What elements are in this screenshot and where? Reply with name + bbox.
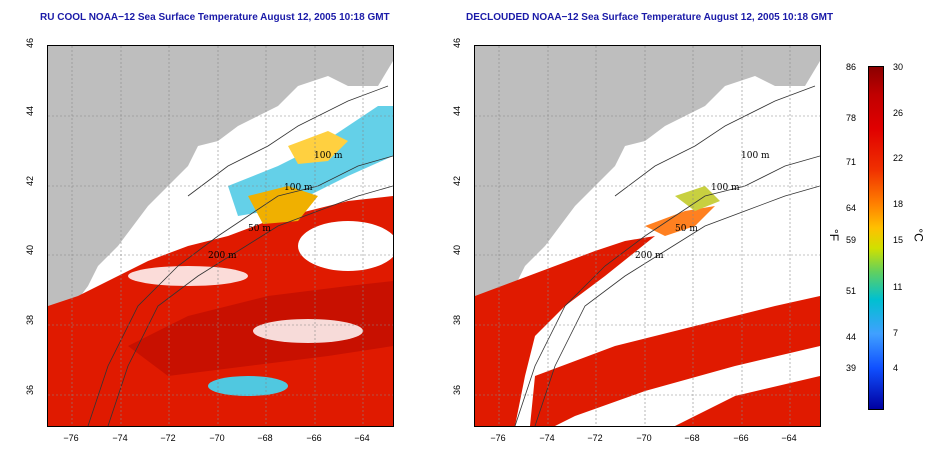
lon-tick: −68	[684, 433, 700, 443]
lon-tick: −72	[160, 433, 176, 443]
lon-tick: −70	[209, 433, 225, 443]
lat-tick: 42	[452, 176, 462, 187]
warm-water	[475, 236, 655, 426]
lon-tick: −68	[257, 433, 273, 443]
celsius-tick: 4	[893, 363, 899, 373]
lat-tick: 36	[25, 385, 35, 396]
fahrenheit-tick: 39	[846, 363, 857, 373]
fahrenheit-tick: 86	[846, 62, 857, 72]
lon-tick: −64	[354, 433, 370, 443]
cloud-patch	[298, 221, 393, 271]
temperature-colorbar	[868, 66, 884, 410]
lon-tick: −72	[587, 433, 603, 443]
celsius-tick: 30	[893, 62, 904, 72]
celsius-tick: 15	[893, 235, 904, 245]
fahrenheit-unit-label: °F	[827, 228, 842, 242]
fahrenheit-tick: 51	[846, 286, 857, 296]
fahrenheit-tick: 64	[846, 203, 857, 213]
lat-tick: 46	[25, 38, 35, 49]
lat-tick: 42	[25, 176, 35, 187]
contour-label: 100 m	[314, 151, 343, 161]
contour-label: 100 m	[741, 151, 770, 161]
right-sst-map: 100 m 100 m 50 m 200 m	[474, 45, 821, 427]
contour-label: 100 m	[711, 183, 740, 193]
lat-tick: 38	[25, 315, 35, 326]
contour-label: 50 m	[675, 224, 698, 234]
lon-tick: −74	[539, 433, 555, 443]
isobath-contour	[87, 155, 393, 426]
lon-tick: −70	[636, 433, 652, 443]
celsius-tick: 11	[893, 282, 903, 292]
contour-label: 100 m	[284, 183, 313, 193]
lon-tick: −66	[306, 433, 322, 443]
lon-tick: −76	[63, 433, 79, 443]
contour-label: 50 m	[248, 224, 271, 234]
lat-tick: 40	[25, 245, 35, 256]
celsius-tick: 26	[893, 108, 904, 118]
celsius-tick: 18	[893, 199, 904, 209]
contour-label: 200 m	[635, 251, 664, 261]
left-map-title: RU COOL NOAA−12 Sea Surface Temperature …	[40, 12, 390, 23]
lon-tick: −64	[781, 433, 797, 443]
fahrenheit-tick: 71	[846, 157, 857, 167]
lat-tick: 46	[452, 38, 462, 49]
celsius-unit-label: °C	[911, 228, 926, 242]
lon-tick: −74	[112, 433, 128, 443]
right-map-title: DECLOUDED NOAA−12 Sea Surface Temperatur…	[466, 12, 834, 23]
celsius-tick: 7	[893, 328, 899, 338]
left-sst-map: 100 m 100 m 50 m 200 m	[47, 45, 394, 427]
isobath-contour	[514, 155, 820, 426]
lon-tick: −76	[490, 433, 506, 443]
fahrenheit-tick: 59	[846, 235, 857, 245]
contour-label: 200 m	[208, 251, 237, 261]
land-mass	[475, 46, 820, 426]
lat-tick: 44	[25, 106, 35, 117]
celsius-tick: 22	[893, 153, 904, 163]
land-mass	[48, 46, 393, 426]
lat-tick: 40	[452, 245, 462, 256]
lat-tick: 36	[452, 385, 462, 396]
lon-tick: −66	[733, 433, 749, 443]
lat-tick: 38	[452, 315, 462, 326]
lat-tick: 44	[452, 106, 462, 117]
fahrenheit-tick: 78	[846, 113, 857, 123]
fahrenheit-tick: 44	[846, 332, 857, 342]
